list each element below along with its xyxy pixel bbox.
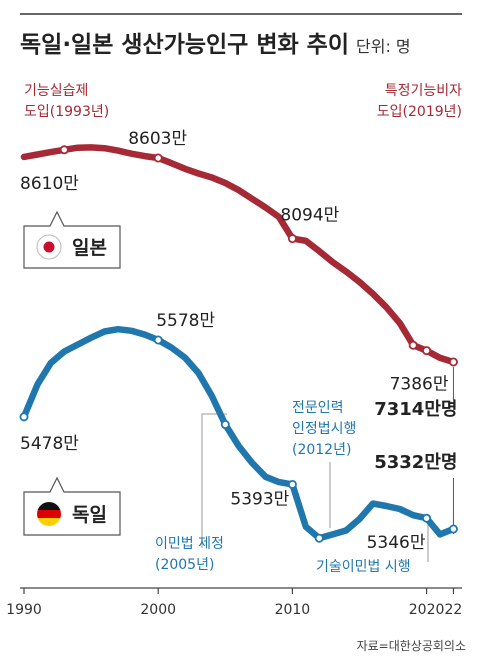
japan-flag-icon <box>36 234 62 260</box>
x-tick-label: 22 <box>445 602 463 618</box>
annotation-japan-1993: 기능실습제 <box>24 83 88 99</box>
germany-data-point <box>19 412 29 422</box>
annotation-germany-2012: 인정법시행 <box>292 421 356 437</box>
annotation-japan-1993: 도입(1993년) <box>24 104 109 120</box>
germany-flag-icon <box>37 502 61 526</box>
japan-data-point <box>448 357 458 367</box>
value-label-japan-2010: 8094만 <box>280 206 339 226</box>
legend-label-germany: 독일 <box>72 504 107 526</box>
legend-germany: 독일 <box>23 476 121 536</box>
annotation-germany-2005: 이민법 제정 <box>155 536 224 552</box>
value-label-germany-2010: 5393만 <box>230 489 289 509</box>
annotation-germany-2012: (2012년) <box>292 442 351 458</box>
annotation-leader <box>201 413 227 548</box>
japan-data-point <box>287 234 297 244</box>
annotation-germany-2020: 기술이민법 시행 <box>316 559 411 575</box>
japan-series-line <box>20 144 457 366</box>
x-tick-label: 2010 <box>275 602 311 618</box>
value-label-germany-2000: 5578만 <box>156 311 215 331</box>
annotation-germany-2005: (2005년) <box>155 557 214 573</box>
unit-label: 단위: 명 <box>356 37 411 56</box>
value-label-japan-2020: 7386만 <box>390 375 449 395</box>
japan-data-point <box>59 145 69 155</box>
value-label-germany-1990: 5478만 <box>20 434 79 454</box>
value-label-germany-2022: 5332만명 <box>374 452 457 473</box>
legend-japan: 일본 <box>23 210 121 269</box>
germany-data-point <box>448 524 458 534</box>
x-tick-label: 2020 <box>409 602 445 618</box>
legend-label-japan: 일본 <box>72 237 107 259</box>
chart-title: 독일·일본 생산가능인구 변화 추이 <box>20 32 349 58</box>
germany-data-point <box>220 420 230 430</box>
japan-data-point <box>408 340 418 350</box>
japan-data-point <box>153 153 163 163</box>
value-labels: 8610만 8603만 8094만 7386만 7314만명 5478만 5578만 5393… <box>20 129 457 553</box>
series-lines <box>20 144 457 542</box>
germany-data-point <box>314 533 324 543</box>
x-axis-ticks: 1990 2000 2010 2020 22 <box>6 588 462 618</box>
annotation-germany-2012: 전문인력 <box>292 400 344 416</box>
germany-data-point <box>422 513 432 523</box>
germany-series-line <box>20 325 457 542</box>
x-tick-label: 2000 <box>140 602 176 618</box>
source-note: 자료=대한상공회의소 <box>357 639 466 653</box>
annotation-japan-2019: 도입(2019년) <box>377 104 462 120</box>
x-tick-label: 1990 <box>6 602 42 618</box>
value-label-japan-2022: 7314만명 <box>374 399 457 420</box>
series-markers <box>19 145 458 543</box>
germany-data-point <box>153 335 163 345</box>
value-label-germany-2020: 5346만 <box>367 533 426 553</box>
germany-data-point <box>287 479 297 489</box>
annotation-japan-2019: 특정기능비자 <box>385 83 462 99</box>
value-label-japan-2000: 8603만 <box>128 129 187 149</box>
japan-data-point <box>422 346 432 356</box>
value-label-japan-1990: 8610만 <box>20 174 79 194</box>
